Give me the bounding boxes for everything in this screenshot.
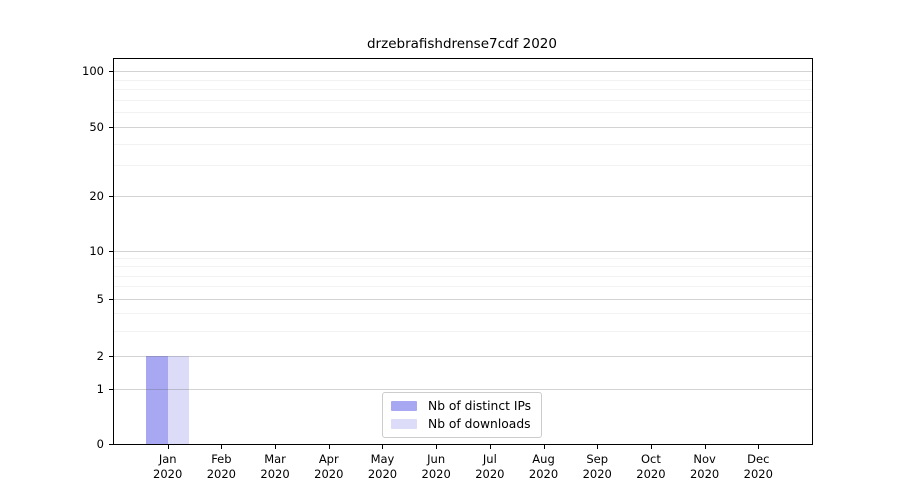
x-tick-mark-feb [221, 444, 223, 449]
x-tick-label-jul-2020: Jul 2020 [475, 452, 505, 481]
x-tick-label-feb-2020: Feb 2020 [206, 452, 237, 481]
gridline-y-70 [114, 99, 812, 101]
x-tick-label-may-2020: May 2020 [367, 452, 398, 481]
y-tick-label-50: 50 [89, 120, 104, 134]
y-tick-mark-2 [109, 356, 114, 357]
gridline-y-6 [114, 286, 812, 288]
y-tick-label-5: 5 [96, 292, 104, 306]
y-tick-label-20: 20 [89, 189, 104, 203]
gridline-y-5 [114, 299, 812, 300]
legend-swatch-icon [391, 419, 417, 429]
legend-entry-0: Nb of distinct IPs [391, 399, 531, 413]
y-tick-label-100: 100 [82, 64, 104, 78]
gridline-y-90 [114, 79, 812, 81]
x-tick-label-jan-2020: Jan 2020 [153, 452, 183, 481]
y-tick-mark-100 [109, 71, 114, 72]
x-tick-mark-aug [543, 444, 545, 449]
y-tick-mark-1 [109, 389, 114, 390]
gridline-y-80 [114, 89, 812, 91]
x-tick-label-nov-2020: Nov 2020 [689, 452, 720, 481]
gridline-y-1 [114, 389, 812, 390]
y-tick-mark-10 [109, 251, 114, 252]
legend: Nb of distinct IPs Nb of downloads [382, 392, 543, 438]
gridline-y-30 [114, 165, 812, 167]
x-tick-label-sep-2020: Sep 2020 [582, 452, 612, 481]
legend-entry-1: Nb of downloads [391, 417, 531, 431]
gridline-y-20 [114, 196, 812, 197]
bar-nb-of-distinct-ips-jan-2020 [146, 356, 168, 444]
x-tick-label-aug-2020: Aug 2020 [528, 452, 559, 481]
gridline-y-4 [114, 312, 812, 314]
x-tick-mark-jul [489, 444, 491, 449]
x-tick-mark-sep [597, 444, 599, 449]
y-tick-label-1: 1 [96, 382, 104, 396]
y-tick-label-10: 10 [89, 244, 104, 258]
gridline-y-8 [114, 266, 812, 268]
legend-swatch-icon [391, 401, 417, 411]
gridline-y-40 [114, 143, 812, 145]
gridline-y-50 [114, 127, 812, 128]
gridline-y-100 [114, 71, 812, 72]
y-tick-label-2: 2 [96, 349, 104, 363]
gridline-y-60 [114, 112, 812, 114]
x-tick-label-mar-2020: Mar 2020 [260, 452, 290, 481]
x-tick-mark-mar [275, 444, 277, 449]
y-tick-mark-50 [109, 127, 114, 128]
x-tick-mark-nov [704, 444, 706, 449]
x-tick-mark-jun [436, 444, 438, 449]
plot-area: 0 1 2 5 10 20 50 100 Jan 2020 Feb 2020 Mar 2020 Apr… [82, 58, 813, 481]
chart-title: drzebrafishdrense7cdf 2020 [366, 36, 557, 52]
x-tick-mark-oct [650, 444, 652, 449]
y-tick-mark-0 [109, 444, 114, 445]
bar-nb-of-downloads-jan-2020 [167, 356, 190, 444]
x-tick-mark-may [382, 444, 384, 449]
gridline-y-3 [114, 330, 812, 332]
x-tick-label-oct-2020: Oct 2020 [636, 452, 666, 481]
x-tick-mark-dec [758, 444, 760, 449]
gridline-y-2 [114, 356, 812, 357]
x-tick-label-jun-2020: Jun 2020 [421, 452, 451, 481]
legend-label: Nb of distinct IPs [428, 399, 532, 413]
legend-label: Nb of downloads [428, 417, 531, 431]
gridline-y-7 [114, 275, 812, 277]
gridline-y-9 [114, 258, 812, 260]
x-tick-label-apr-2020: Apr 2020 [314, 452, 344, 481]
x-tick-mark-apr [328, 444, 330, 449]
x-tick-label-dec-2020: Dec 2020 [743, 452, 773, 481]
gridline-y-10 [114, 251, 812, 252]
y-tick-mark-5 [109, 299, 114, 300]
y-tick-mark-20 [109, 196, 114, 197]
x-tick-mark-jan [167, 444, 169, 449]
y-tick-label-0: 0 [96, 437, 104, 451]
